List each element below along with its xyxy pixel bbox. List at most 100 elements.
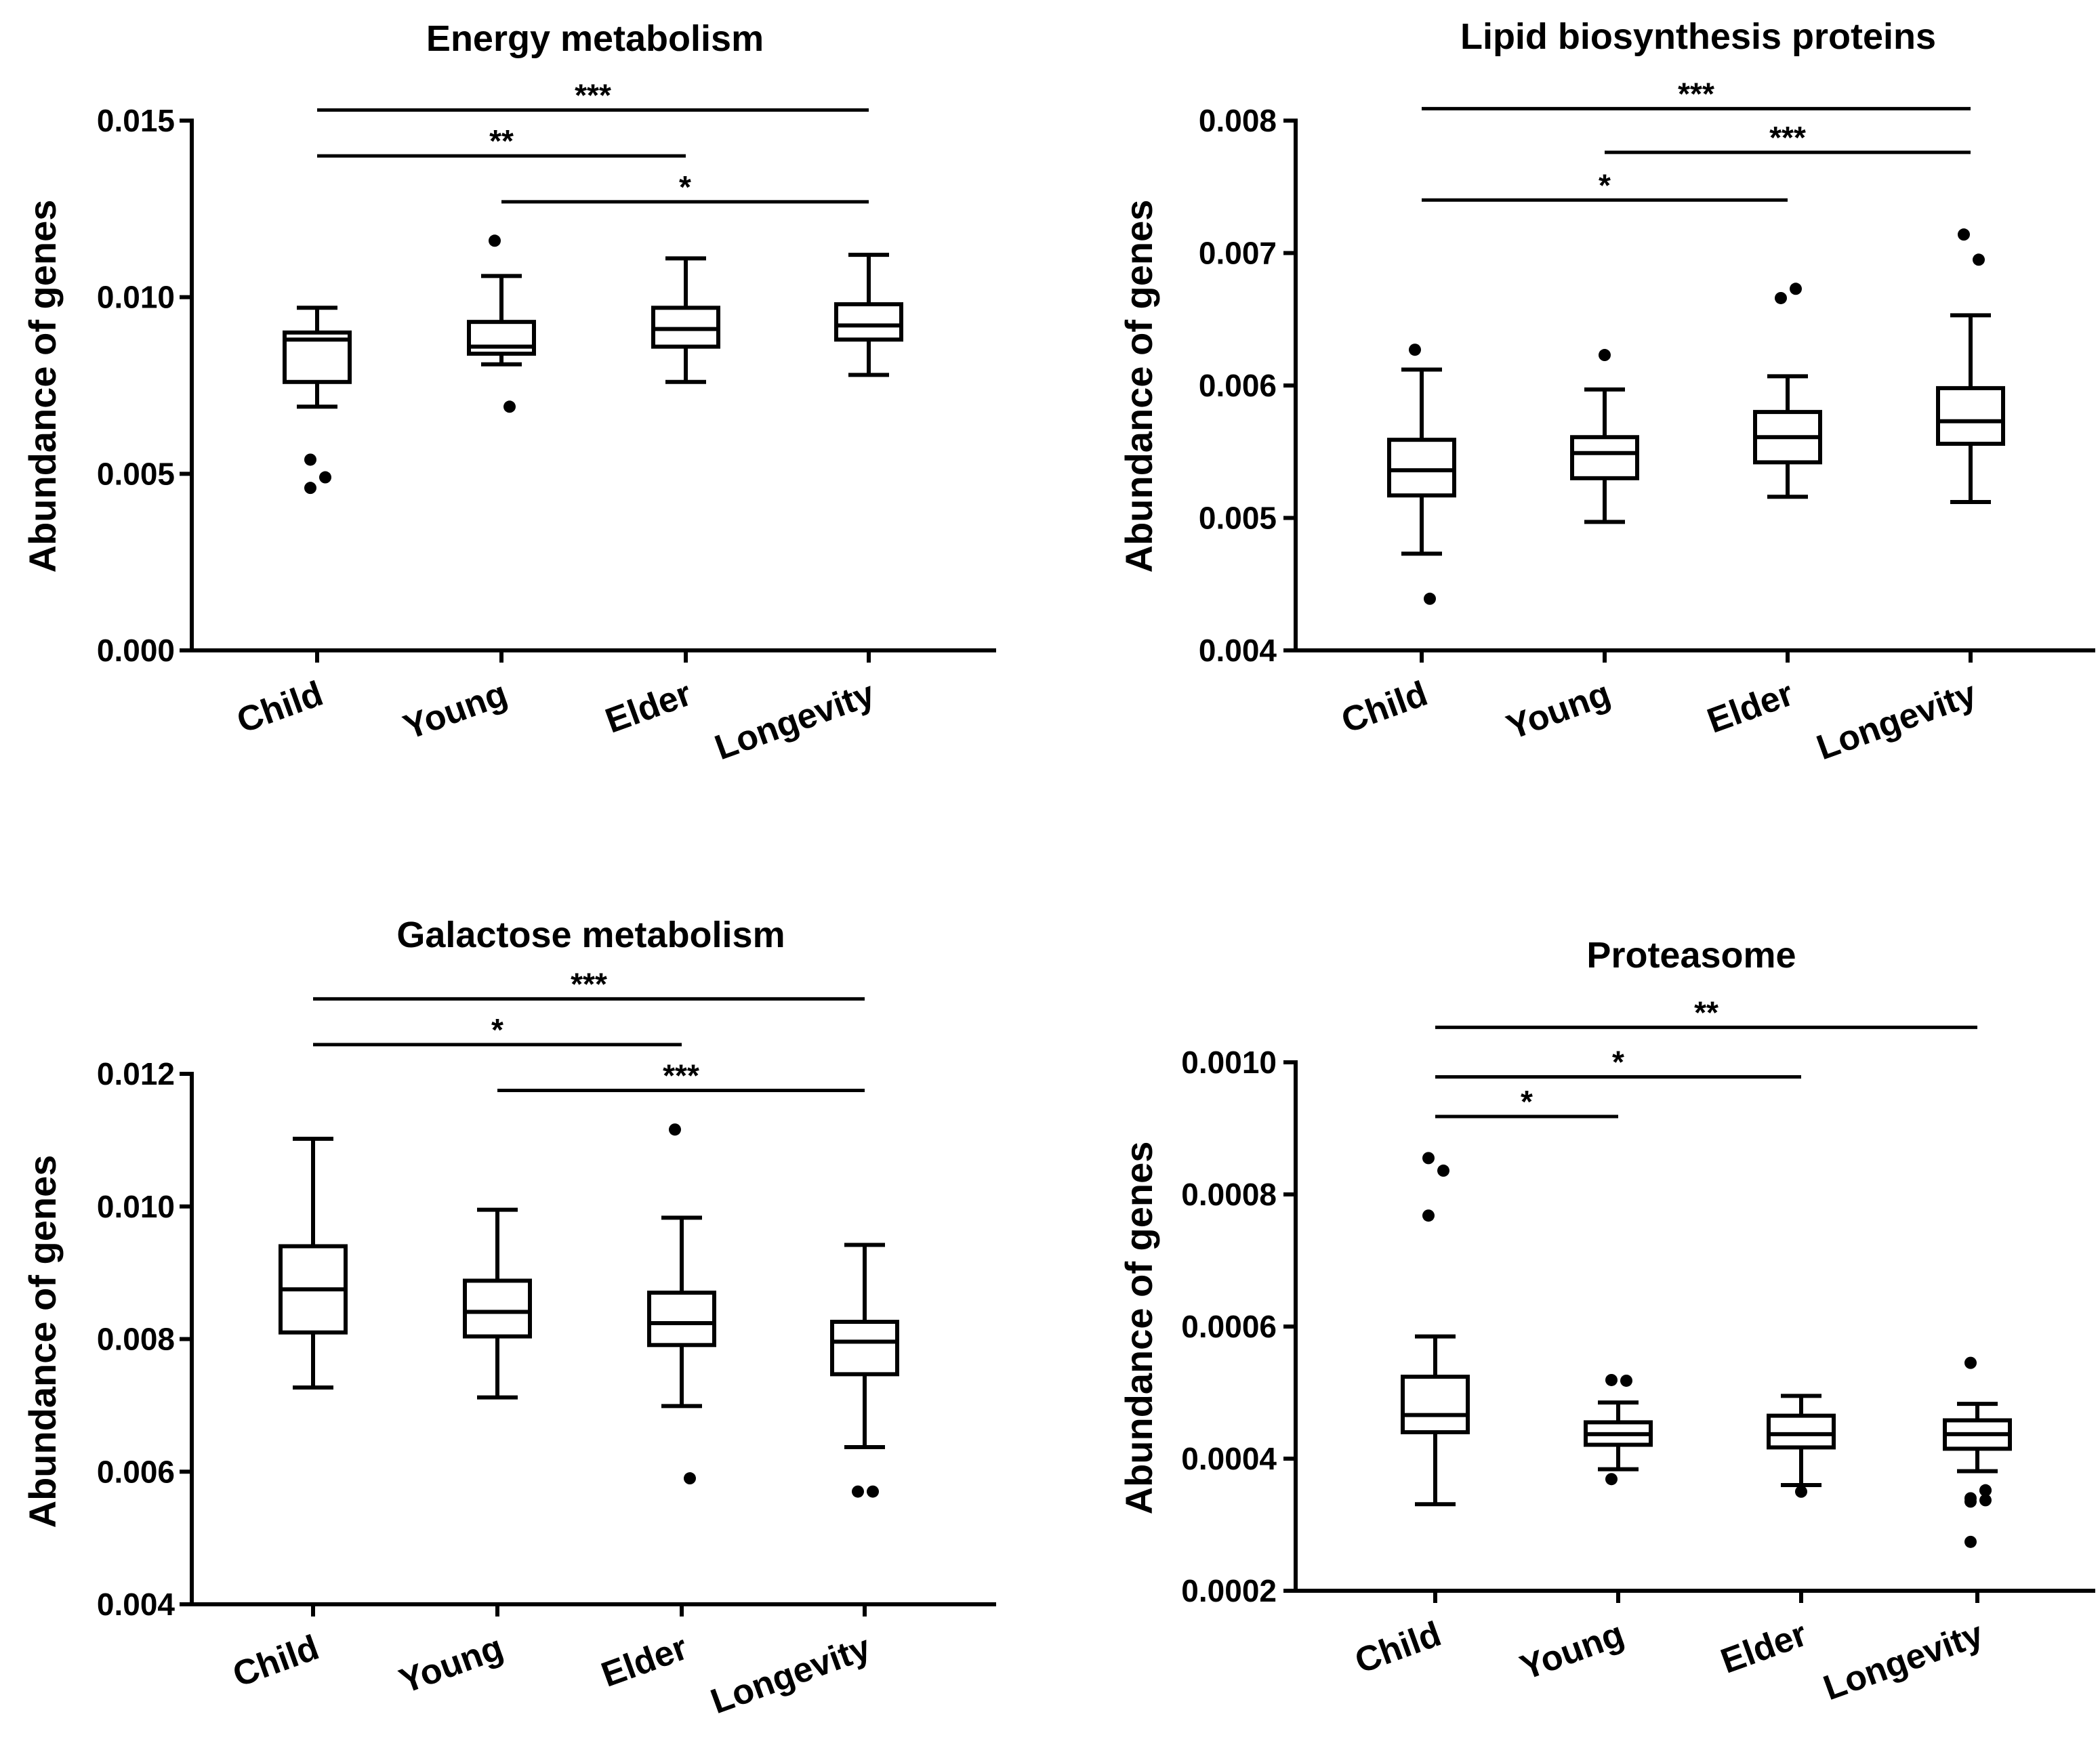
box-elder <box>1767 1394 1836 1498</box>
outlier-point <box>1424 592 1436 605</box>
y-axis-label: Abundance of genes <box>21 200 64 573</box>
outlier-point <box>1775 291 1787 304</box>
chart-panel-galactose-metabolism: Galactose metabolism Abundance of genes … <box>21 915 996 1722</box>
box-iqr <box>1570 435 1639 480</box>
outlier-point <box>1795 1485 1807 1498</box>
y-tick-label: 0.0008 <box>1181 1177 1277 1212</box>
x-tick-label: Longevity <box>1818 1614 1988 1709</box>
outlier-point <box>867 1485 879 1498</box>
x-tick-label: Child <box>228 1628 324 1695</box>
box-young <box>1570 349 1639 524</box>
chart-title: Proteasome <box>1586 935 1796 976</box>
x-tick-label: Child <box>232 674 328 741</box>
significance-label: *** <box>1769 120 1806 155</box>
box-iqr <box>1387 438 1456 498</box>
significance-bracket: *** <box>313 966 865 1001</box>
significance-bracket: *** <box>1605 120 1971 155</box>
box-iqr <box>467 320 536 356</box>
x-tick-label: Young <box>1502 674 1615 748</box>
significance-label: *** <box>1678 76 1714 111</box>
x-tick-label: Young <box>398 674 512 748</box>
box-iqr <box>647 1290 716 1348</box>
box-iqr <box>1767 1413 1836 1450</box>
chart-title: Galactose metabolism <box>396 915 785 955</box>
y-tick-label: 0.008 <box>1199 103 1277 138</box>
outlier-point <box>1422 1209 1435 1222</box>
significance-label: ** <box>489 123 514 159</box>
box-young <box>1584 1373 1653 1486</box>
y-tick-label: 0.005 <box>97 456 175 491</box>
outlier-point <box>1958 228 1970 241</box>
outlier-point <box>1620 1374 1632 1387</box>
outlier-point <box>1979 1494 1992 1507</box>
outlier-point <box>304 482 316 495</box>
outlier-point <box>684 1472 696 1485</box>
y-tick-label: 0.0010 <box>1181 1045 1277 1080</box>
x-tick-label: Longevity <box>709 674 880 768</box>
significance-label: *** <box>663 1058 699 1093</box>
chart-panel-energy-metabolism: Energy metabolism Abundance of genes 0.0… <box>21 18 996 768</box>
significance-label: *** <box>575 77 611 112</box>
y-tick-label: 0.010 <box>97 280 175 315</box>
chart-title: Energy metabolism <box>426 18 764 59</box>
outlier-point <box>319 471 331 484</box>
y-axis-label: Abundance of genes <box>1117 1142 1160 1515</box>
box-young <box>463 1207 532 1400</box>
chart-panel-proteasome: Proteasome Abundance of genes 0.0002 0.00… <box>1117 935 2095 1708</box>
chart-title: Lipid biosynthesis proteins <box>1460 16 1936 57</box>
x-tick-label: Longevity <box>705 1628 876 1722</box>
significance-label: * <box>679 169 691 205</box>
box-iqr <box>834 302 903 342</box>
outlier-point <box>669 1123 681 1136</box>
box-iqr <box>463 1278 532 1339</box>
box-elder <box>1753 283 1822 499</box>
box-child <box>283 306 352 495</box>
significance-bracket: * <box>1435 1044 1801 1079</box>
y-axis-label: Abundance of genes <box>1117 200 1160 573</box>
significance-label: * <box>491 1012 503 1047</box>
significance-label: *** <box>571 966 607 1001</box>
x-tick-label: Elder <box>1716 1614 1812 1682</box>
y-tick-label: 0.0006 <box>1181 1309 1277 1344</box>
chart-panel-lipid-biosynthesis-proteins: Lipid biosynthesis proteins Abundance of… <box>1117 16 2095 768</box>
box-longevity <box>1936 228 2005 505</box>
y-tick-label: 0.015 <box>97 103 175 138</box>
significance-bracket: *** <box>1422 76 1971 111</box>
significance-label: * <box>1599 167 1611 203</box>
outlier-point <box>1605 1373 1618 1386</box>
significance-bracket: *** <box>497 1058 865 1093</box>
y-tick-label: 0.0002 <box>1181 1573 1277 1608</box>
x-tick-label: Elder <box>600 674 697 741</box>
outlier-point <box>1422 1152 1435 1165</box>
box-iqr <box>830 1320 899 1377</box>
x-tick-label: Child <box>1336 674 1433 741</box>
y-tick-label: 0.012 <box>97 1056 175 1091</box>
outlier-point <box>1979 1484 1992 1497</box>
significance-label: ** <box>1694 995 1718 1030</box>
y-tick-label: 0.000 <box>97 633 175 668</box>
y-tick-label: 0.006 <box>97 1454 175 1489</box>
x-tick-label: Elder <box>1702 674 1798 741</box>
y-tick-label: 0.007 <box>1199 236 1277 271</box>
outlier-point <box>1599 349 1611 362</box>
outlier-point <box>852 1485 864 1498</box>
outlier-point <box>1409 343 1421 356</box>
significance-bracket: ** <box>1435 995 1977 1030</box>
y-tick-label: 0.010 <box>97 1189 175 1224</box>
outlier-point <box>1790 283 1802 295</box>
outlier-point <box>1964 1356 1977 1369</box>
outlier-point <box>1973 253 1985 266</box>
box-longevity <box>834 253 903 377</box>
y-tick-label: 0.008 <box>97 1322 175 1357</box>
outlier-point <box>304 453 316 466</box>
significance-label: * <box>1521 1084 1533 1119</box>
outlier-point <box>489 234 501 247</box>
significance-bracket: *** <box>317 77 869 112</box>
x-tick-label: Child <box>1350 1614 1446 1682</box>
box-child <box>1401 1152 1470 1507</box>
y-tick-label: 0.004 <box>97 1587 176 1622</box>
significance-bracket: * <box>313 1012 682 1047</box>
box-iqr <box>1936 385 2005 446</box>
outlier-point <box>1605 1473 1618 1486</box>
